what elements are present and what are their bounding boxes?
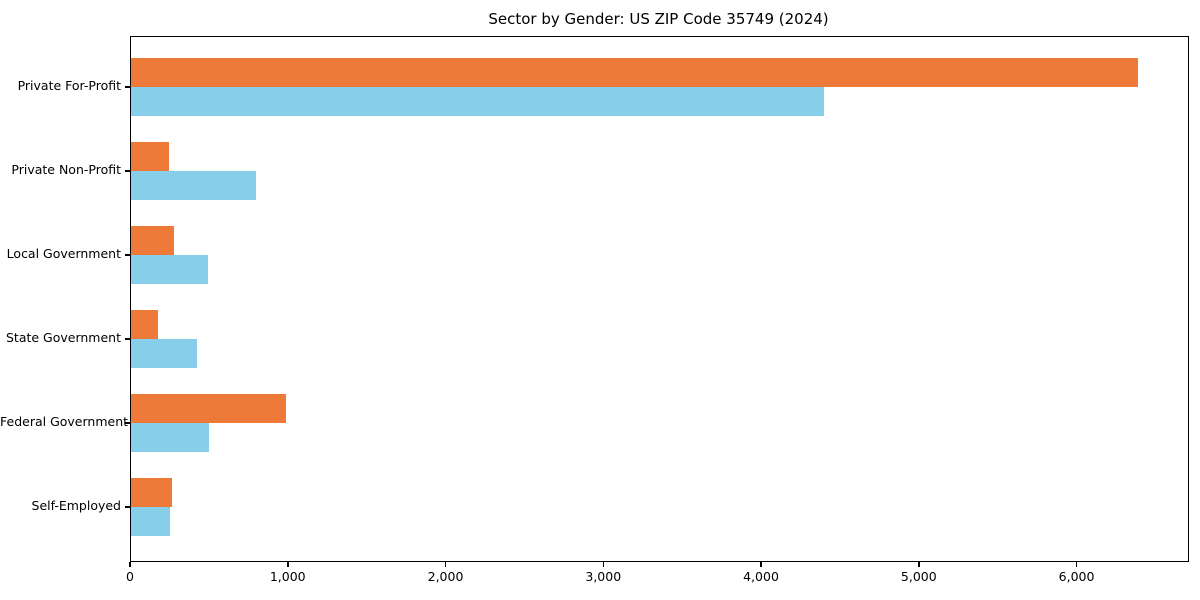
- y-tick-mark: [125, 170, 130, 172]
- x-tick-mark: [444, 561, 447, 567]
- y-tick-mark: [125, 86, 130, 88]
- y-tick-mark: [125, 338, 130, 340]
- chart-title: Sector by Gender: US ZIP Code 35749 (202…: [488, 10, 829, 28]
- x-tick-mark: [129, 561, 131, 567]
- x-tick-label: 3,000: [585, 569, 622, 584]
- x-tick-mark: [760, 561, 762, 567]
- x-tick-label: 0: [126, 569, 134, 584]
- x-tick-label: 2,000: [427, 569, 464, 584]
- bar-male-private-for-profit: [131, 58, 1138, 87]
- x-tick-mark: [602, 561, 605, 567]
- x-tick-mark: [1075, 561, 1078, 567]
- bar-male-federal-government: [131, 394, 286, 423]
- bar-male-state-government: [131, 310, 158, 339]
- bar-female-private-for-profit: [131, 87, 824, 116]
- y-tick-mark: [125, 254, 130, 256]
- bar-female-private-non-profit: [131, 171, 257, 200]
- y-tick-mark: [125, 506, 130, 508]
- y-tick-mark: [125, 422, 130, 424]
- x-tick-label: 5,000: [900, 569, 937, 584]
- bar-female-state-government: [131, 339, 198, 368]
- plot-area: MaleFemale: [130, 36, 1189, 562]
- y-tick-label: Local Government: [6, 246, 121, 261]
- x-tick-label: 1,000: [269, 569, 306, 584]
- bar-male-self-employed: [131, 478, 172, 507]
- x-tick-label: 6,000: [1058, 569, 1095, 584]
- bar-female-federal-government: [131, 423, 210, 452]
- y-tick-label: State Government: [5, 330, 121, 345]
- x-tick-label: 4,000: [743, 569, 779, 584]
- y-tick-label: Federal Government: [0, 414, 129, 429]
- y-tick-label: Private Non-Profit: [11, 162, 121, 177]
- bar-female-self-employed: [131, 507, 171, 536]
- x-tick-mark: [918, 561, 920, 567]
- bar-male-private-non-profit: [131, 142, 169, 171]
- x-tick-mark: [287, 561, 289, 567]
- bar-female-local-government: [131, 255, 209, 284]
- y-tick-label: Self-Employed: [31, 498, 121, 513]
- bar-male-local-government: [131, 226, 175, 255]
- y-tick-label: Private For-Profit: [17, 78, 121, 93]
